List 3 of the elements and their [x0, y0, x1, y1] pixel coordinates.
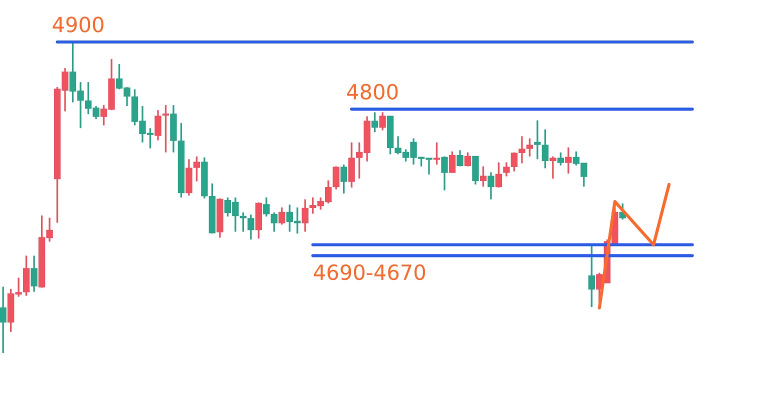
series-label: 4800: [347, 84, 398, 100]
series-label: 4900: [52, 16, 104, 32]
series-label: 4690-4670: [314, 264, 426, 280]
